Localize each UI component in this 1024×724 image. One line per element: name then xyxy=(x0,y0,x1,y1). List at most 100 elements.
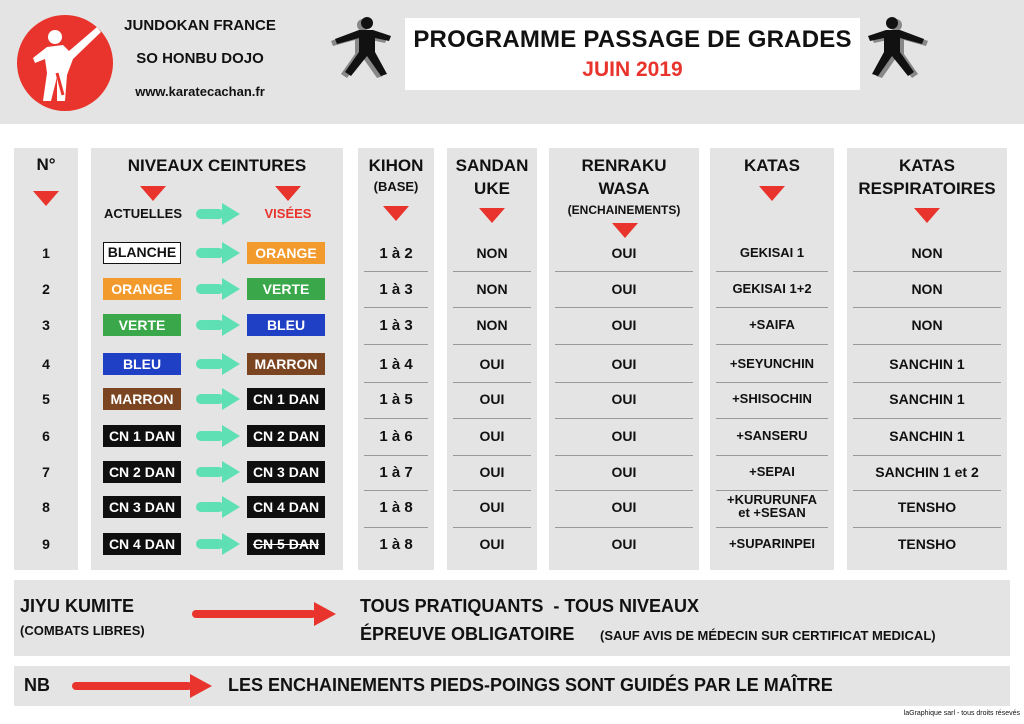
kihon-value: 1 à 5 xyxy=(379,391,413,408)
belt-current: BLEU xyxy=(103,353,181,375)
belt-current: CN 2 DAN xyxy=(103,461,181,483)
belt-target: CN 3 DAN xyxy=(247,461,325,483)
belt-target: CN 2 DAN xyxy=(247,425,325,447)
row-divider xyxy=(453,490,531,491)
row-divider xyxy=(716,490,828,491)
row-number: 8 xyxy=(42,499,50,515)
kihon-value: 1 à 3 xyxy=(379,281,413,298)
header-niveaux: NIVEAUX CEINTURES xyxy=(127,156,307,175)
respiratoire-value: TENSHO xyxy=(897,499,957,515)
jiyu-line1: TOUS PRATIQUANTS - TOUS NIVEAUX xyxy=(360,596,700,616)
row-number: 5 xyxy=(42,391,50,407)
column-katas xyxy=(710,148,834,570)
nb-text: LES ENCHAINEMENTS PIEDS-POINGS SONT GUID… xyxy=(228,675,833,695)
row-number: 7 xyxy=(42,464,50,480)
row-divider xyxy=(716,344,828,345)
row-divider xyxy=(716,307,828,308)
sandan-value: OUI xyxy=(479,391,505,407)
jiyu-label: JIYU KUMITE xyxy=(20,596,135,616)
kata-value: GEKISAI 1 xyxy=(739,245,805,260)
row-number: 3 xyxy=(42,317,50,333)
right-arrow-icon xyxy=(196,353,240,375)
right-arrow-icon xyxy=(196,242,240,264)
row-divider xyxy=(853,271,1001,272)
belt-current: BLANCHE xyxy=(103,242,181,264)
renraku-value: OUI xyxy=(611,536,637,552)
row-divider xyxy=(555,490,693,491)
row-divider xyxy=(364,271,428,272)
header-respiratoires: RESPIRATOIRES xyxy=(858,179,996,198)
belt-current: VERTE xyxy=(103,314,181,336)
kihon-value: 1 à 8 xyxy=(379,536,413,553)
sandan-value: OUI xyxy=(479,428,505,444)
header-wasa: WASA xyxy=(598,179,650,198)
kata-value: +SEPAI xyxy=(749,464,795,479)
respiratoire-value: NON xyxy=(911,317,943,333)
kata-value-line2: et +SESAN xyxy=(738,505,806,520)
respiratoire-value: SANCHIN 1 et 2 xyxy=(875,464,979,480)
row-divider xyxy=(716,455,828,456)
right-arrow-icon xyxy=(196,496,240,518)
column-num xyxy=(14,148,78,570)
row-number: 9 xyxy=(42,536,50,552)
belt-target: BLEU xyxy=(247,314,325,336)
right-arrow-icon xyxy=(196,425,240,447)
karate-silhouette-icon xyxy=(331,17,391,78)
jiyu-sub: (COMBATS LIBRES) xyxy=(20,623,145,638)
row-number: 4 xyxy=(42,356,50,372)
page-subtitle: JUIN 2019 xyxy=(582,58,683,81)
row-divider xyxy=(364,455,428,456)
header-uke: UKE xyxy=(474,179,510,198)
copyright-credit: laGraphique sarl - tous droits résevés xyxy=(903,710,1020,717)
right-arrow-icon xyxy=(196,203,240,225)
renraku-value: OUI xyxy=(611,317,637,333)
website-link[interactable]: www.karatecachan.fr xyxy=(135,84,265,99)
respiratoire-value: TENSHO xyxy=(897,536,957,552)
header-katas-resp: KATAS xyxy=(898,156,956,175)
row-divider xyxy=(853,490,1001,491)
belt-current: MARRON xyxy=(103,388,181,410)
row-divider xyxy=(716,527,828,528)
right-arrow-icon xyxy=(196,533,240,555)
down-arrow-icon xyxy=(612,223,638,238)
kata-value: +KURURUNFA xyxy=(727,492,817,507)
row-divider xyxy=(555,455,693,456)
right-arrow-icon xyxy=(196,388,240,410)
row-divider xyxy=(716,271,828,272)
header-renraku: RENRAKU xyxy=(581,156,667,175)
header-visees: VISÉES xyxy=(264,206,312,221)
row-divider xyxy=(364,382,428,383)
karate-logo-icon xyxy=(17,15,113,111)
renraku-value: OUI xyxy=(611,464,637,480)
renraku-value: OUI xyxy=(611,499,637,515)
row-divider xyxy=(453,344,531,345)
sandan-value: NON xyxy=(476,317,508,333)
kihon-value: 1 à 4 xyxy=(379,356,413,373)
header-actuelles: ACTUELLES xyxy=(104,206,182,221)
down-arrow-icon xyxy=(275,186,301,201)
down-arrow-icon xyxy=(479,208,505,223)
down-arrow-icon xyxy=(759,186,785,201)
row-divider xyxy=(555,344,693,345)
right-arrow-icon xyxy=(192,602,336,626)
row-divider xyxy=(364,307,428,308)
row-divider xyxy=(453,418,531,419)
renraku-value: OUI xyxy=(611,428,637,444)
row-divider xyxy=(364,527,428,528)
nb-label: NB xyxy=(24,675,50,695)
sandan-value: OUI xyxy=(479,356,505,372)
belt-target: CN 5 DAN xyxy=(247,533,325,555)
header-num: N° xyxy=(36,155,56,174)
row-divider xyxy=(853,344,1001,345)
column-renraku xyxy=(549,148,699,570)
header-kihon-sub: (BASE) xyxy=(373,179,419,194)
jiyu-kumite-panel xyxy=(14,580,1010,656)
header-sandan: SANDAN xyxy=(455,156,529,175)
right-arrow-icon xyxy=(196,314,240,336)
title-box: PROGRAMME PASSAGE DE GRADES JUIN 2019 xyxy=(405,18,860,90)
row-divider xyxy=(555,527,693,528)
kihon-value: 1 à 8 xyxy=(379,499,413,516)
row-number: 2 xyxy=(42,281,50,297)
down-arrow-icon xyxy=(140,186,166,201)
kihon-value: 1 à 7 xyxy=(379,464,413,481)
